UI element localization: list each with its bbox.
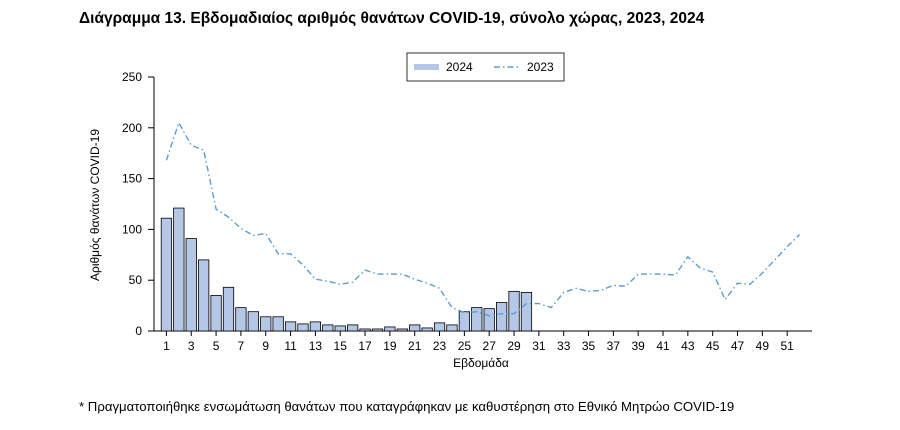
x-tick-label: 33: [557, 339, 571, 353]
footnote: * Πραγματοποιήθηκε ενσωμάτωση θανάτων πο…: [79, 399, 735, 414]
bar-2024-week-2: [173, 207, 185, 332]
x-tick-label: 17: [358, 339, 372, 353]
x-tick-label: 1: [163, 339, 170, 353]
x-tick-label: 7: [238, 339, 245, 353]
x-tick-label: 19: [383, 339, 397, 353]
x-tick-label: 31: [532, 339, 546, 353]
bar-2024-week-9: [260, 316, 272, 332]
x-tick-label: 23: [433, 339, 447, 353]
x-tick-label: 45: [706, 339, 720, 353]
legend-label-2023: 2023: [527, 60, 554, 74]
x-tick-label: 29: [507, 339, 521, 353]
y-tick-label: 200: [122, 121, 142, 135]
bar-2024-week-6: [222, 286, 235, 332]
bar-2024-week-13: [309, 321, 322, 332]
x-tick-label: 13: [309, 339, 323, 353]
bar-2024-week-30: [520, 291, 533, 332]
x-tick-label: 37: [607, 339, 621, 353]
bar-2024-week-16: [347, 324, 359, 332]
y-tick-label: 250: [122, 70, 142, 84]
x-tick-label: 15: [334, 339, 348, 353]
bar-2024-week-10: [272, 316, 284, 332]
x-tick-label: 39: [632, 339, 646, 353]
bar-2024-week-14: [322, 324, 334, 332]
x-tick-label: 25: [458, 339, 472, 353]
bar-2024-week-20: [396, 328, 408, 332]
bar-2024-week-18: [371, 328, 384, 332]
x-tick-label: 11: [284, 339, 297, 353]
bar-2024-week-27: [483, 308, 495, 332]
x-tick-label: 35: [582, 339, 596, 353]
bar-2024-week-8: [247, 311, 259, 332]
bar-2024-week-17: [359, 328, 371, 332]
bar-2024-week-12: [297, 323, 309, 332]
bar-2024-week-5: [210, 295, 222, 332]
bar-2024-week-7: [235, 307, 247, 332]
bar-2024-week-15: [334, 325, 346, 332]
x-tick-label: 49: [756, 339, 770, 353]
y-tick-label: 50: [129, 273, 143, 287]
bar-series-2024: [160, 207, 533, 332]
legend: 2024 2023: [406, 52, 565, 82]
x-axis-label: Εβδομάδα: [453, 356, 509, 370]
x-tick-label: 41: [656, 339, 670, 353]
chart-title: Διάγραμμα 13. Εβδομαδιαίος αριθμός θανάτ…: [79, 10, 705, 27]
y-axis: 0 50 100 150 200 250: [122, 70, 155, 338]
y-tick-label: 100: [122, 222, 142, 236]
y-tick-label: 0: [135, 324, 142, 338]
y-axis-label: Αριθμός θανάτων COVID-19: [88, 129, 102, 281]
line-2023: [165, 120, 801, 317]
bar-2024-week-23: [433, 322, 446, 332]
bar-2024-week-28: [496, 302, 508, 332]
bar-2024-week-4: [198, 259, 210, 332]
x-tick-label: 51: [780, 339, 794, 353]
x-tick-label: 9: [262, 339, 269, 353]
bar-2024-week-25: [458, 311, 470, 332]
bar-2024-week-24: [446, 324, 458, 332]
bar-2024-week-29: [508, 290, 520, 332]
line-series-2023: [165, 120, 801, 317]
x-axis: 1 3 5 7 9 11 13 15 17 19 21 23 25 27 29 31 33 35 37 39 41 43 4…: [154, 330, 812, 353]
bar-2024-week-19: [384, 326, 396, 332]
x-tick-label: 3: [188, 339, 195, 353]
x-tick-label: 5: [213, 339, 220, 353]
x-tick-label: 27: [483, 339, 497, 353]
bar-2024-week-11: [284, 321, 297, 332]
y-tick-label: 150: [122, 172, 142, 186]
x-tick-label: 43: [681, 339, 695, 353]
bar-2024-week-3: [185, 238, 197, 332]
x-tick-label: 21: [408, 339, 422, 353]
bar-2024-week-26: [471, 307, 483, 332]
x-tick-label: 47: [731, 339, 745, 353]
legend-label-2024: 2024: [446, 60, 473, 74]
bar-2024-week-21: [409, 324, 421, 332]
bar-2024-week-1: [160, 217, 173, 332]
bar-2024-week-22: [421, 327, 433, 332]
